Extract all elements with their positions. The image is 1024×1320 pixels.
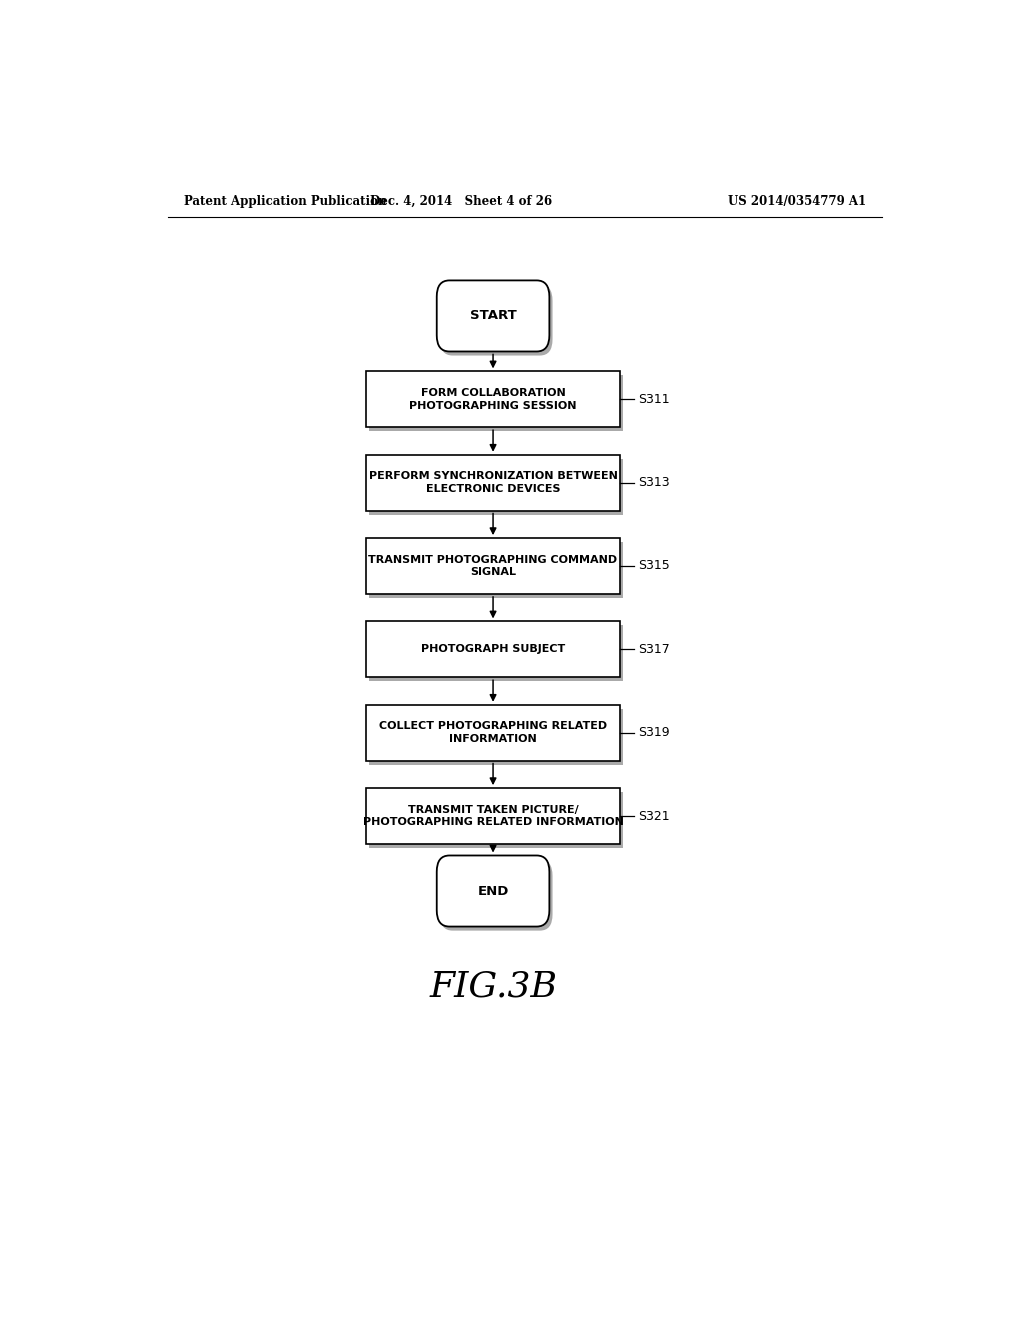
Text: S321: S321	[638, 809, 670, 822]
Text: PERFORM SYNCHRONIZATION BETWEEN
ELECTRONIC DEVICES: PERFORM SYNCHRONIZATION BETWEEN ELECTRON…	[369, 471, 617, 494]
Bar	[370, 459, 624, 515]
FancyBboxPatch shape	[440, 285, 553, 355]
FancyBboxPatch shape	[437, 280, 549, 351]
Bar	[367, 705, 621, 760]
Text: COLLECT PHOTOGRAPHING RELATED
INFORMATION: COLLECT PHOTOGRAPHING RELATED INFORMATIO…	[379, 721, 607, 744]
Bar	[370, 375, 624, 432]
Text: S315: S315	[638, 560, 670, 573]
Bar	[370, 626, 624, 681]
Text: PHOTOGRAPH SUBJECT: PHOTOGRAPH SUBJECT	[421, 644, 565, 655]
FancyBboxPatch shape	[440, 859, 553, 931]
Bar	[367, 454, 621, 511]
Bar	[367, 539, 621, 594]
Text: TRANSMIT PHOTOGRAPHING COMMAND
SIGNAL: TRANSMIT PHOTOGRAPHING COMMAND SIGNAL	[369, 554, 617, 577]
Bar	[370, 543, 624, 598]
Text: TRANSMIT TAKEN PICTURE/
PHOTOGRAPHING RELATED INFORMATION: TRANSMIT TAKEN PICTURE/ PHOTOGRAPHING RE…	[362, 805, 624, 828]
Bar	[370, 792, 624, 847]
Text: END: END	[477, 884, 509, 898]
Text: FIG.3B: FIG.3B	[429, 970, 557, 1003]
Bar	[367, 788, 621, 843]
Bar	[367, 371, 621, 428]
Bar	[367, 622, 621, 677]
Text: S319: S319	[638, 726, 670, 739]
FancyBboxPatch shape	[437, 855, 549, 927]
Text: Dec. 4, 2014   Sheet 4 of 26: Dec. 4, 2014 Sheet 4 of 26	[371, 194, 552, 207]
Text: Patent Application Publication: Patent Application Publication	[183, 194, 386, 207]
Text: S311: S311	[638, 393, 670, 405]
Text: START: START	[470, 309, 516, 322]
Text: S317: S317	[638, 643, 670, 656]
Bar	[370, 709, 624, 764]
Text: US 2014/0354779 A1: US 2014/0354779 A1	[728, 194, 866, 207]
Text: S313: S313	[638, 477, 670, 490]
Text: FORM COLLABORATION
PHOTOGRAPHING SESSION: FORM COLLABORATION PHOTOGRAPHING SESSION	[410, 388, 577, 411]
